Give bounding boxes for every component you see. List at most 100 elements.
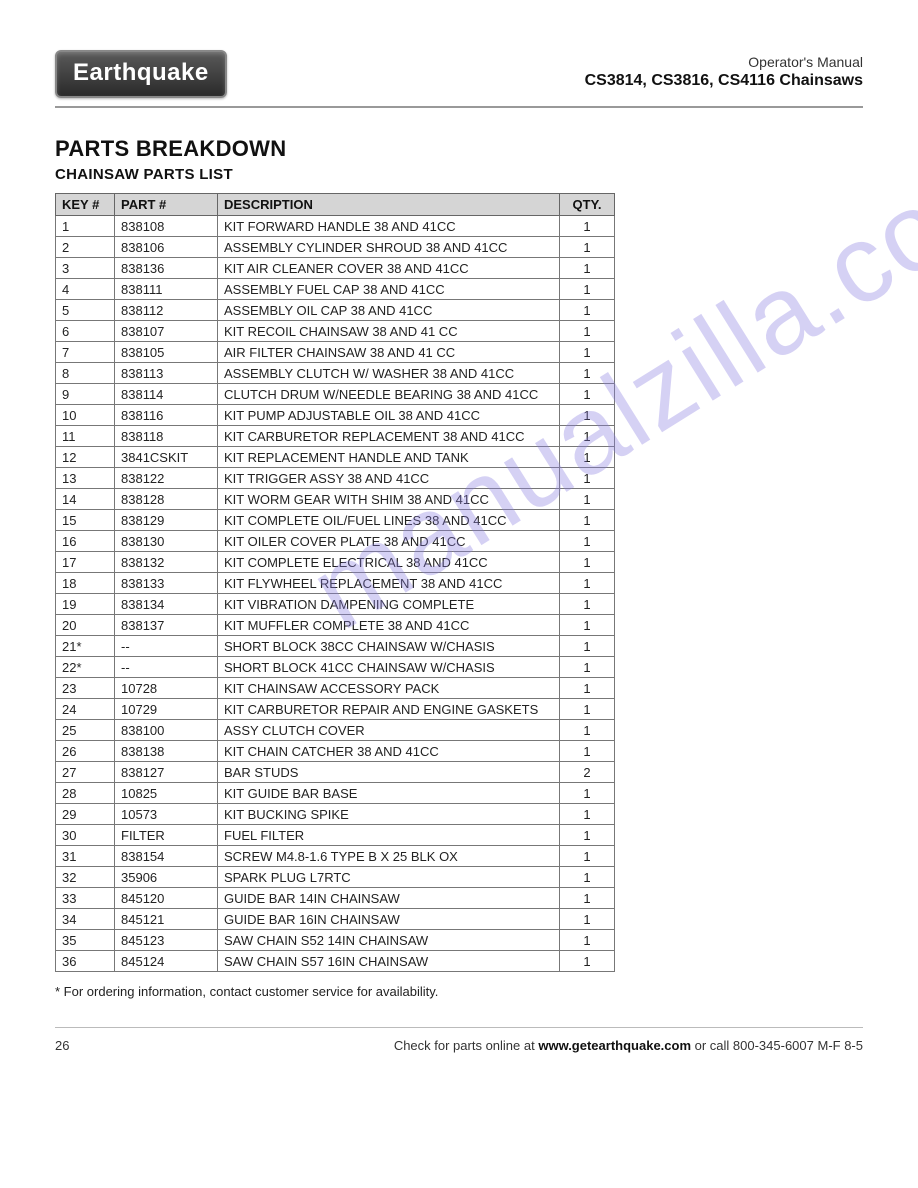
cell-part: 838107 bbox=[115, 321, 218, 342]
cell-part: 845124 bbox=[115, 951, 218, 972]
table-row: 30FILTERFUEL FILTER1 bbox=[56, 825, 615, 846]
cell-desc: KIT TRIGGER ASSY 38 AND 41CC bbox=[218, 468, 560, 489]
col-header-desc: DESCRIPTION bbox=[218, 194, 560, 216]
table-row: 19838134KIT VIBRATION DAMPENING COMPLETE… bbox=[56, 594, 615, 615]
col-header-key: KEY # bbox=[56, 194, 115, 216]
cell-qty: 1 bbox=[560, 720, 615, 741]
cell-part: 838129 bbox=[115, 510, 218, 531]
table-row: 10838116KIT PUMP ADJUSTABLE OIL 38 AND 4… bbox=[56, 405, 615, 426]
table-row: 3838136KIT AIR CLEANER COVER 38 AND 41CC… bbox=[56, 258, 615, 279]
cell-part: 838114 bbox=[115, 384, 218, 405]
table-row: 2410729KIT CARBURETOR REPAIR AND ENGINE … bbox=[56, 699, 615, 720]
cell-desc: KIT MUFFLER COMPLETE 38 AND 41CC bbox=[218, 615, 560, 636]
table-row: 14838128KIT WORM GEAR WITH SHIM 38 AND 4… bbox=[56, 489, 615, 510]
table-row: 21*--SHORT BLOCK 38CC CHAINSAW W/CHASIS1 bbox=[56, 636, 615, 657]
cell-key: 30 bbox=[56, 825, 115, 846]
cell-qty: 1 bbox=[560, 678, 615, 699]
cell-part: 838112 bbox=[115, 300, 218, 321]
cell-desc: BAR STUDS bbox=[218, 762, 560, 783]
table-row: 5838112ASSEMBLY OIL CAP 38 AND 41CC1 bbox=[56, 300, 615, 321]
parts-table-body: 1838108KIT FORWARD HANDLE 38 AND 41CC128… bbox=[56, 216, 615, 972]
footer-prefix: Check for parts online at bbox=[394, 1038, 539, 1053]
cell-qty: 1 bbox=[560, 279, 615, 300]
cell-qty: 1 bbox=[560, 909, 615, 930]
table-row: 1838108KIT FORWARD HANDLE 38 AND 41CC1 bbox=[56, 216, 615, 237]
cell-qty: 1 bbox=[560, 510, 615, 531]
cell-desc: SPARK PLUG L7RTC bbox=[218, 867, 560, 888]
cell-part: 10573 bbox=[115, 804, 218, 825]
cell-key: 2 bbox=[56, 237, 115, 258]
cell-part: 838132 bbox=[115, 552, 218, 573]
cell-key: 22* bbox=[56, 657, 115, 678]
table-row: 11838118KIT CARBURETOR REPLACEMENT 38 AN… bbox=[56, 426, 615, 447]
cell-qty: 1 bbox=[560, 216, 615, 237]
cell-key: 6 bbox=[56, 321, 115, 342]
cell-qty: 2 bbox=[560, 762, 615, 783]
cell-qty: 1 bbox=[560, 594, 615, 615]
cell-key: 9 bbox=[56, 384, 115, 405]
cell-qty: 1 bbox=[560, 531, 615, 552]
cell-key: 14 bbox=[56, 489, 115, 510]
cell-part: 838137 bbox=[115, 615, 218, 636]
cell-qty: 1 bbox=[560, 699, 615, 720]
footer-url: www.getearthquake.com bbox=[538, 1038, 691, 1053]
cell-desc: ASSEMBLY FUEL CAP 38 AND 41CC bbox=[218, 279, 560, 300]
cell-key: 11 bbox=[56, 426, 115, 447]
cell-desc: ASSEMBLY OIL CAP 38 AND 41CC bbox=[218, 300, 560, 321]
table-row: 35845123SAW CHAIN S52 14IN CHAINSAW1 bbox=[56, 930, 615, 951]
cell-key: 4 bbox=[56, 279, 115, 300]
cell-part: 838122 bbox=[115, 468, 218, 489]
cell-key: 27 bbox=[56, 762, 115, 783]
table-row: 36845124SAW CHAIN S57 16IN CHAINSAW1 bbox=[56, 951, 615, 972]
table-row: 8838113ASSEMBLY CLUTCH W/ WASHER 38 AND … bbox=[56, 363, 615, 384]
table-row: 18838133KIT FLYWHEEL REPLACEMENT 38 AND … bbox=[56, 573, 615, 594]
cell-qty: 1 bbox=[560, 888, 615, 909]
cell-key: 20 bbox=[56, 615, 115, 636]
cell-qty: 1 bbox=[560, 342, 615, 363]
cell-key: 25 bbox=[56, 720, 115, 741]
cell-desc: CLUTCH DRUM W/NEEDLE BEARING 38 AND 41CC bbox=[218, 384, 560, 405]
table-row: 3235906SPARK PLUG L7RTC1 bbox=[56, 867, 615, 888]
cell-part: -- bbox=[115, 636, 218, 657]
cell-desc: KIT VIBRATION DAMPENING COMPLETE bbox=[218, 594, 560, 615]
cell-part: 838154 bbox=[115, 846, 218, 867]
cell-key: 34 bbox=[56, 909, 115, 930]
page-number: 26 bbox=[55, 1038, 69, 1053]
cell-part: 838100 bbox=[115, 720, 218, 741]
cell-key: 17 bbox=[56, 552, 115, 573]
cell-part: 838118 bbox=[115, 426, 218, 447]
cell-qty: 1 bbox=[560, 930, 615, 951]
cell-key: 12 bbox=[56, 447, 115, 468]
page-header: Earthquake Operator's Manual CS3814, CS3… bbox=[55, 50, 863, 108]
cell-desc: KIT RECOIL CHAINSAW 38 AND 41 CC bbox=[218, 321, 560, 342]
table-row: 22*--SHORT BLOCK 41CC CHAINSAW W/CHASIS1 bbox=[56, 657, 615, 678]
cell-key: 3 bbox=[56, 258, 115, 279]
subsection-title: CHAINSAW PARTS LIST bbox=[55, 166, 863, 183]
cell-part: FILTER bbox=[115, 825, 218, 846]
cell-qty: 1 bbox=[560, 363, 615, 384]
cell-desc: SHORT BLOCK 38CC CHAINSAW W/CHASIS bbox=[218, 636, 560, 657]
cell-desc: KIT CARBURETOR REPLACEMENT 38 AND 41CC bbox=[218, 426, 560, 447]
cell-qty: 1 bbox=[560, 741, 615, 762]
cell-part: 838116 bbox=[115, 405, 218, 426]
cell-qty: 1 bbox=[560, 237, 615, 258]
brand-logo: Earthquake bbox=[55, 50, 227, 98]
cell-key: 32 bbox=[56, 867, 115, 888]
cell-part: 838136 bbox=[115, 258, 218, 279]
table-row: 33845120GUIDE BAR 14IN CHAINSAW1 bbox=[56, 888, 615, 909]
cell-desc: SHORT BLOCK 41CC CHAINSAW W/CHASIS bbox=[218, 657, 560, 678]
table-row: 123841CSKITKIT REPLACEMENT HANDLE AND TA… bbox=[56, 447, 615, 468]
cell-desc: KIT REPLACEMENT HANDLE AND TANK bbox=[218, 447, 560, 468]
table-row: 34845121GUIDE BAR 16IN CHAINSAW1 bbox=[56, 909, 615, 930]
cell-desc: SAW CHAIN S57 16IN CHAINSAW bbox=[218, 951, 560, 972]
cell-key: 36 bbox=[56, 951, 115, 972]
col-header-part: PART # bbox=[115, 194, 218, 216]
table-row: 20838137KIT MUFFLER COMPLETE 38 AND 41CC… bbox=[56, 615, 615, 636]
cell-qty: 1 bbox=[560, 405, 615, 426]
cell-part: 838127 bbox=[115, 762, 218, 783]
cell-qty: 1 bbox=[560, 552, 615, 573]
cell-key: 5 bbox=[56, 300, 115, 321]
cell-qty: 1 bbox=[560, 867, 615, 888]
cell-desc: KIT COMPLETE OIL/FUEL LINES 38 AND 41CC bbox=[218, 510, 560, 531]
cell-key: 1 bbox=[56, 216, 115, 237]
